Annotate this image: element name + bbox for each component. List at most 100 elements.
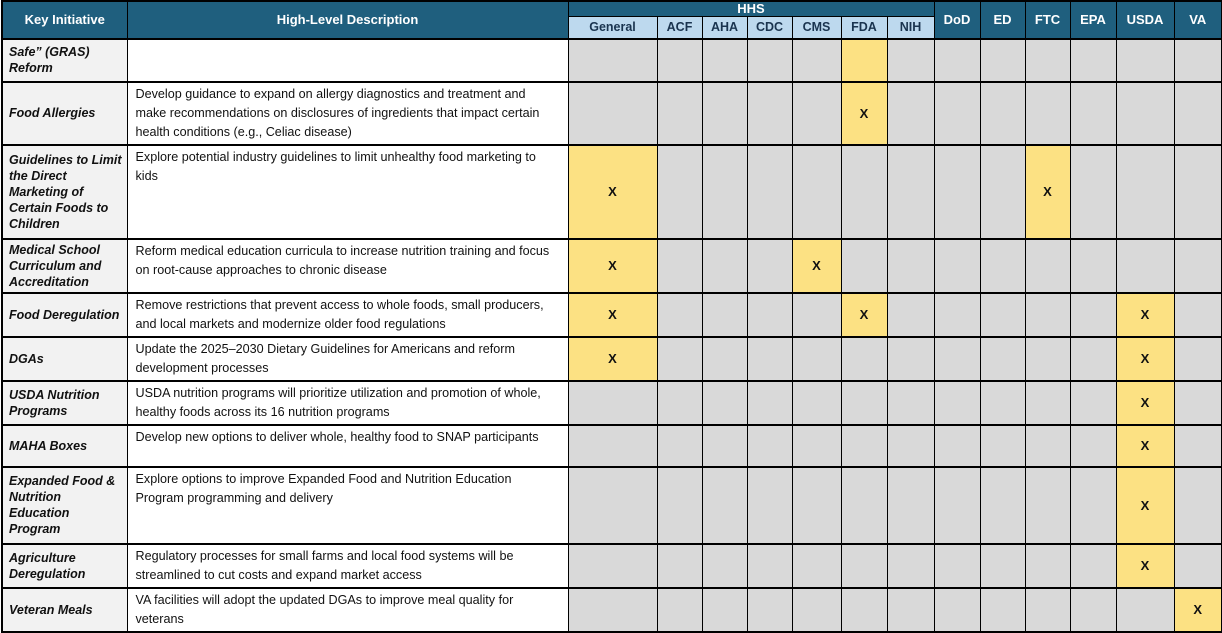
matrix-cell-nih <box>886 291 935 338</box>
matrix-cell-va <box>1173 291 1222 338</box>
matrix-cell-ftc <box>1024 80 1071 146</box>
matrix-cell-ftc <box>1024 379 1071 426</box>
matrix-cell-fda <box>840 335 888 382</box>
matrix-cell-cms <box>791 423 842 468</box>
matrix-cell-aha <box>701 237 748 294</box>
initiative-cell: MAHA Boxes <box>1 423 128 468</box>
matrix-cell-usda: X <box>1115 291 1175 338</box>
matrix-cell-ed <box>979 237 1026 294</box>
matrix-cell-fda: X <box>840 80 888 146</box>
initiative-cell: Food Deregulation <box>1 291 128 338</box>
matrix-cell-epa <box>1069 586 1117 633</box>
matrix-cell-ed <box>979 586 1026 633</box>
matrix-cell-acf <box>656 143 703 240</box>
matrix-cell-epa <box>1069 80 1117 146</box>
col-header-va: VA <box>1173 0 1222 40</box>
matrix-cell-nih <box>886 237 935 294</box>
matrix-cell-general: X <box>567 237 658 294</box>
matrix-cell-general <box>567 542 658 589</box>
table-row: Safe” (GRAS) Reform <box>1 37 1222 83</box>
matrix-cell-dod <box>933 291 981 338</box>
col-header-dod: DoD <box>933 0 981 40</box>
matrix-cell-cdc <box>746 335 793 382</box>
matrix-cell-aha <box>701 143 748 240</box>
matrix-body: Safe” (GRAS) Reform Food Allergies Develop… <box>1 37 1222 633</box>
description-cell: VA facilities will adopt the updated DGA… <box>126 586 569 633</box>
matrix-cell-usda <box>1115 37 1175 83</box>
matrix-cell-epa <box>1069 542 1117 589</box>
col-header-key-initiative: Key Initiative <box>1 0 128 40</box>
description-cell: USDA nutrition programs will prioritize … <box>126 379 569 426</box>
matrix-cell-fda <box>840 237 888 294</box>
matrix-cell-aha <box>701 465 748 545</box>
matrix-cell-dod <box>933 465 981 545</box>
matrix-cell-epa <box>1069 143 1117 240</box>
matrix-cell-dod <box>933 335 981 382</box>
matrix-cell-ftc: X <box>1024 143 1071 240</box>
table-row: Guidelines to Limit the Direct Marketing… <box>1 143 1222 240</box>
matrix-cell-aha <box>701 335 748 382</box>
description-cell: Regulatory processes for small farms and… <box>126 542 569 589</box>
matrix-cell-acf <box>656 237 703 294</box>
matrix-cell-aha <box>701 291 748 338</box>
matrix-cell-ftc <box>1024 37 1071 83</box>
matrix-cell-fda <box>840 37 888 83</box>
matrix-cell-fda <box>840 379 888 426</box>
initiative-cell: Veteran Meals <box>1 586 128 633</box>
matrix-cell-usda <box>1115 586 1175 633</box>
matrix-cell-aha <box>701 423 748 468</box>
matrix-cell-aha <box>701 586 748 633</box>
matrix-cell-dod <box>933 80 981 146</box>
matrix-cell-ed <box>979 80 1026 146</box>
header-row-groups: Key Initiative High-Level Description HH… <box>1 0 1222 40</box>
matrix-cell-cms <box>791 143 842 240</box>
matrix-cell-cms <box>791 586 842 633</box>
matrix-cell-ftc <box>1024 542 1071 589</box>
matrix-cell-fda: X <box>840 291 888 338</box>
col-header-hhs-group: HHS <box>567 0 935 17</box>
matrix-cell-cdc <box>746 37 793 83</box>
matrix-cell-acf <box>656 80 703 146</box>
col-header-aha: AHA <box>701 16 748 40</box>
matrix-cell-va <box>1173 379 1222 426</box>
matrix-cell-dod <box>933 237 981 294</box>
matrix-cell-ftc <box>1024 237 1071 294</box>
matrix-cell-cms: X <box>791 237 842 294</box>
initiative-cell: USDA Nutrition Programs <box>1 379 128 426</box>
description-cell: Explore potential industry guidelines to… <box>126 143 569 240</box>
matrix-cell-usda: X <box>1115 465 1175 545</box>
description-cell: Update the 2025–2030 Dietary Guidelines … <box>126 335 569 382</box>
initiative-cell: Guidelines to Limit the Direct Marketing… <box>1 143 128 240</box>
col-header-nih: NIH <box>886 16 935 40</box>
matrix-cell-general: X <box>567 335 658 382</box>
col-header-epa: EPA <box>1069 0 1117 40</box>
matrix-cell-aha <box>701 37 748 83</box>
matrix-cell-acf <box>656 423 703 468</box>
matrix-cell-cms <box>791 379 842 426</box>
matrix-cell-cms <box>791 465 842 545</box>
matrix-cell-nih <box>886 379 935 426</box>
table-row: DGAs Update the 2025–2030 Dietary Guideli… <box>1 335 1222 382</box>
matrix-cell-general: X <box>567 291 658 338</box>
col-header-general: General <box>567 16 658 40</box>
matrix-cell-va <box>1173 143 1222 240</box>
initiative-cell: Safe” (GRAS) Reform <box>1 37 128 83</box>
matrix-cell-epa <box>1069 465 1117 545</box>
table-row: Veteran Meals VA facilities will adopt th… <box>1 586 1222 633</box>
matrix-cell-dod <box>933 586 981 633</box>
table-row: Food Deregulation Remove restrictions tha… <box>1 291 1222 338</box>
col-header-ed: ED <box>979 0 1026 40</box>
col-header-acf: ACF <box>656 16 703 40</box>
matrix-cell-aha <box>701 542 748 589</box>
initiative-cell: Food Allergies <box>1 80 128 146</box>
table-row: Expanded Food & Nutrition Education Prog… <box>1 465 1222 545</box>
matrix-cell-ed <box>979 143 1026 240</box>
matrix-cell-ed <box>979 465 1026 545</box>
matrix-cell-ftc <box>1024 335 1071 382</box>
description-cell <box>126 37 569 83</box>
matrix-cell-usda: X <box>1115 423 1175 468</box>
matrix-cell-va <box>1173 237 1222 294</box>
matrix-cell-dod <box>933 542 981 589</box>
matrix-cell-fda <box>840 586 888 633</box>
matrix-cell-cdc <box>746 80 793 146</box>
